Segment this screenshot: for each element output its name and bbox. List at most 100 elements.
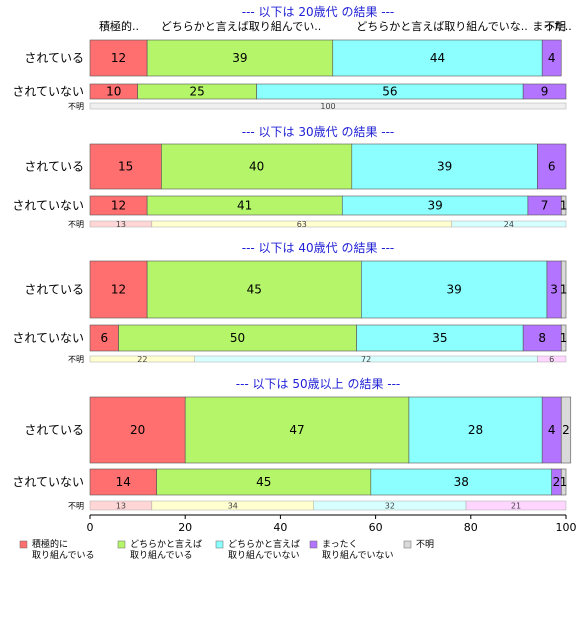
bar-segment bbox=[522, 83, 567, 100]
row-label: 不明 bbox=[68, 502, 84, 511]
bar-segment bbox=[146, 260, 362, 319]
bar-segment bbox=[541, 39, 562, 77]
bar-segment bbox=[560, 260, 567, 319]
data-label: 15 bbox=[118, 160, 133, 174]
x-tick-label: 60 bbox=[369, 521, 383, 534]
data-label: 2 bbox=[562, 423, 570, 437]
bar-segment bbox=[537, 143, 567, 190]
data-label: 25 bbox=[189, 85, 204, 99]
data-label: 39 bbox=[446, 283, 461, 297]
category-header: 不明 bbox=[544, 20, 566, 33]
row-label: されている bbox=[24, 283, 84, 297]
legend-label: どちらかと言えば取り組んでいない bbox=[228, 538, 300, 561]
bar-segment bbox=[146, 39, 334, 77]
data-label: 3 bbox=[550, 283, 558, 297]
data-label: 24 bbox=[504, 220, 514, 229]
bar-segment bbox=[537, 355, 567, 363]
row-label: されている bbox=[24, 423, 84, 437]
data-label: 2 bbox=[553, 475, 561, 489]
data-label: 8 bbox=[538, 331, 546, 345]
category-header: どちらかと言えば取り組んでい.. bbox=[161, 20, 321, 33]
data-label: 34 bbox=[228, 502, 238, 511]
data-label: 13 bbox=[116, 220, 126, 229]
data-label: 72 bbox=[361, 355, 371, 364]
data-label: 12 bbox=[111, 199, 126, 213]
bar-segment bbox=[184, 396, 410, 464]
data-label: 20 bbox=[130, 423, 145, 437]
data-label: 39 bbox=[437, 160, 452, 174]
data-label: 6 bbox=[549, 355, 554, 364]
legend-label: どちらかと言えば取り組んでいる bbox=[130, 538, 202, 561]
data-label: 32 bbox=[385, 502, 395, 511]
bar-segment bbox=[522, 324, 562, 352]
bar-segment bbox=[351, 143, 538, 190]
data-label: 21 bbox=[511, 502, 521, 511]
data-label: 41 bbox=[237, 199, 252, 213]
legend-swatch bbox=[403, 540, 412, 549]
legend-swatch bbox=[117, 540, 126, 549]
category-header: どちらかと言えば取り組んでいな.. bbox=[356, 20, 527, 33]
data-label: 7 bbox=[541, 199, 549, 213]
data-label: 10 bbox=[106, 85, 121, 99]
data-label: 1 bbox=[560, 199, 568, 213]
data-label: 14 bbox=[116, 475, 131, 489]
bar-segment bbox=[89, 102, 567, 110]
legend-label: まったく取り組んでいない bbox=[322, 539, 394, 561]
data-label: 6 bbox=[548, 160, 556, 174]
data-label: 22 bbox=[137, 355, 147, 364]
panel-title: --- 以下は 40歳代 の結果 --- bbox=[242, 241, 395, 255]
row-label: されている bbox=[24, 51, 84, 65]
panel-title: --- 以下は 20歳代 の結果 --- bbox=[242, 5, 395, 19]
bar-segment bbox=[370, 468, 553, 496]
x-tick-label: 20 bbox=[178, 521, 192, 534]
row-label: されていない bbox=[12, 85, 84, 99]
row-label: 不明 bbox=[68, 220, 84, 229]
data-label: 12 bbox=[111, 51, 126, 65]
bar-segment bbox=[156, 468, 372, 496]
panel-title: --- 以下は 50歳以上 の結果 --- bbox=[236, 377, 401, 391]
x-tick-label: 80 bbox=[464, 521, 478, 534]
data-label: 4 bbox=[548, 423, 556, 437]
data-label: 35 bbox=[432, 331, 447, 345]
bar-segment bbox=[451, 220, 567, 228]
data-label: 39 bbox=[232, 51, 247, 65]
bar-segment bbox=[560, 324, 567, 352]
legend-label: 積極的に取り組んでいる bbox=[32, 538, 95, 561]
data-label: 100 bbox=[320, 102, 335, 111]
data-label: 6 bbox=[100, 331, 108, 345]
bar-segment bbox=[560, 468, 567, 496]
bar-segment bbox=[89, 260, 148, 319]
data-label: 1 bbox=[560, 475, 568, 489]
row-label: 不明 bbox=[68, 102, 84, 111]
panel-title: --- 以下は 30歳代 の結果 --- bbox=[242, 125, 395, 139]
x-tick-label: 0 bbox=[87, 521, 94, 534]
bar-segment bbox=[161, 143, 353, 190]
bar-segment bbox=[89, 396, 186, 464]
data-label: 44 bbox=[430, 51, 445, 65]
legend-swatch bbox=[309, 540, 318, 549]
row-label: されていない bbox=[12, 331, 84, 345]
bar-segment bbox=[560, 195, 567, 216]
bar-segment bbox=[118, 324, 357, 352]
row-label: 不明 bbox=[68, 355, 84, 364]
row-label: されていない bbox=[12, 199, 84, 213]
legend-swatch bbox=[215, 540, 224, 549]
data-label: 13 bbox=[116, 502, 126, 511]
x-tick-label: 40 bbox=[273, 521, 287, 534]
data-label: 38 bbox=[454, 475, 469, 489]
bar-segment bbox=[408, 396, 543, 464]
data-label: 45 bbox=[247, 283, 262, 297]
data-label: 1 bbox=[560, 283, 568, 297]
row-label: されている bbox=[24, 160, 84, 174]
bar-segment bbox=[356, 324, 524, 352]
data-label: 45 bbox=[256, 475, 271, 489]
data-label: 39 bbox=[427, 199, 442, 213]
data-label: 56 bbox=[382, 85, 397, 99]
legend-label: 不明 bbox=[416, 539, 434, 550]
row-label: されていない bbox=[12, 475, 84, 489]
bar-segment bbox=[465, 500, 567, 511]
bar-segment bbox=[560, 396, 572, 464]
data-label: 28 bbox=[468, 423, 483, 437]
data-label: 1 bbox=[560, 331, 568, 345]
bar-segment bbox=[89, 143, 162, 190]
